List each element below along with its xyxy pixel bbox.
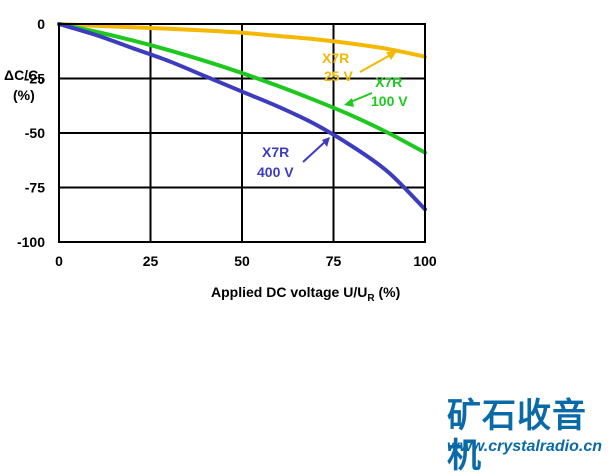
y-axis-title: ΔC/C0 (%) <box>4 67 44 103</box>
y-tick-label: -50 <box>25 125 45 141</box>
annotation-25v-arrow <box>359 52 395 73</box>
plot-frame <box>58 23 426 243</box>
y-tick-label: -25 <box>25 71 45 87</box>
annotation-100v-line2: 100 V <box>371 93 408 109</box>
y-tick-labels: 0-25-50-75-100 <box>17 16 45 250</box>
annotation-400v-line2: 400 V <box>257 164 294 180</box>
annotation-25v-line1: X7R <box>322 50 349 66</box>
x-tick-label: 25 <box>143 253 159 269</box>
y-axis-unit: (%) <box>13 87 35 103</box>
annotation-400v-arrow <box>302 139 328 163</box>
series-line-25v <box>57 22 427 59</box>
series-line-400v <box>57 22 427 212</box>
y-tick-label: -100 <box>17 234 45 250</box>
annotation-400v: X7R 400 V <box>257 137 330 180</box>
x-axis-title: Applied DC voltage U/UR (%) <box>211 284 400 304</box>
x-tick-label: 0 <box>55 253 63 269</box>
y-axis-label: ΔC/C <box>4 67 38 83</box>
annotation-25v-line2: 25 V <box>324 68 353 84</box>
y-tick-label: -75 <box>25 180 45 196</box>
annotation-100v: X7R 100 V <box>344 74 408 109</box>
annotation-100v-line1: X7R <box>375 74 402 90</box>
chart: 0-25-50-75-100 0 25 50 75 100 ΔC/C0 (%) Appl… <box>4 16 437 304</box>
series-line-100v <box>57 22 427 155</box>
series-layer <box>57 22 427 212</box>
annotation-25v-arrowhead <box>386 51 397 60</box>
watermark-url: www.crystalradio.cn <box>447 438 603 455</box>
annotation-400v-arrowhead <box>322 137 330 147</box>
watermark-title: 矿石收音机 <box>447 396 587 476</box>
y-axis-label-sub: 0 <box>38 76 44 87</box>
y-tick-label: 0 <box>37 16 45 32</box>
annotation-100v-arrowhead <box>344 98 354 107</box>
annotation-400v-line1: X7R <box>262 144 289 160</box>
x-axis-label-sub: R <box>367 293 375 304</box>
grid <box>59 24 425 242</box>
x-axis-label: Applied DC voltage U/U <box>211 284 367 300</box>
x-tick-label: 100 <box>413 253 437 269</box>
svg-text:ΔC/C0: ΔC/C0 <box>4 67 44 87</box>
x-tick-label: 75 <box>326 253 342 269</box>
x-tick-labels: 0 25 50 75 100 <box>55 253 437 269</box>
x-tick-label: 50 <box>234 253 250 269</box>
annotation-25v: X7R 25 V <box>322 50 397 84</box>
x-axis-label-suffix: (%) <box>375 284 401 300</box>
